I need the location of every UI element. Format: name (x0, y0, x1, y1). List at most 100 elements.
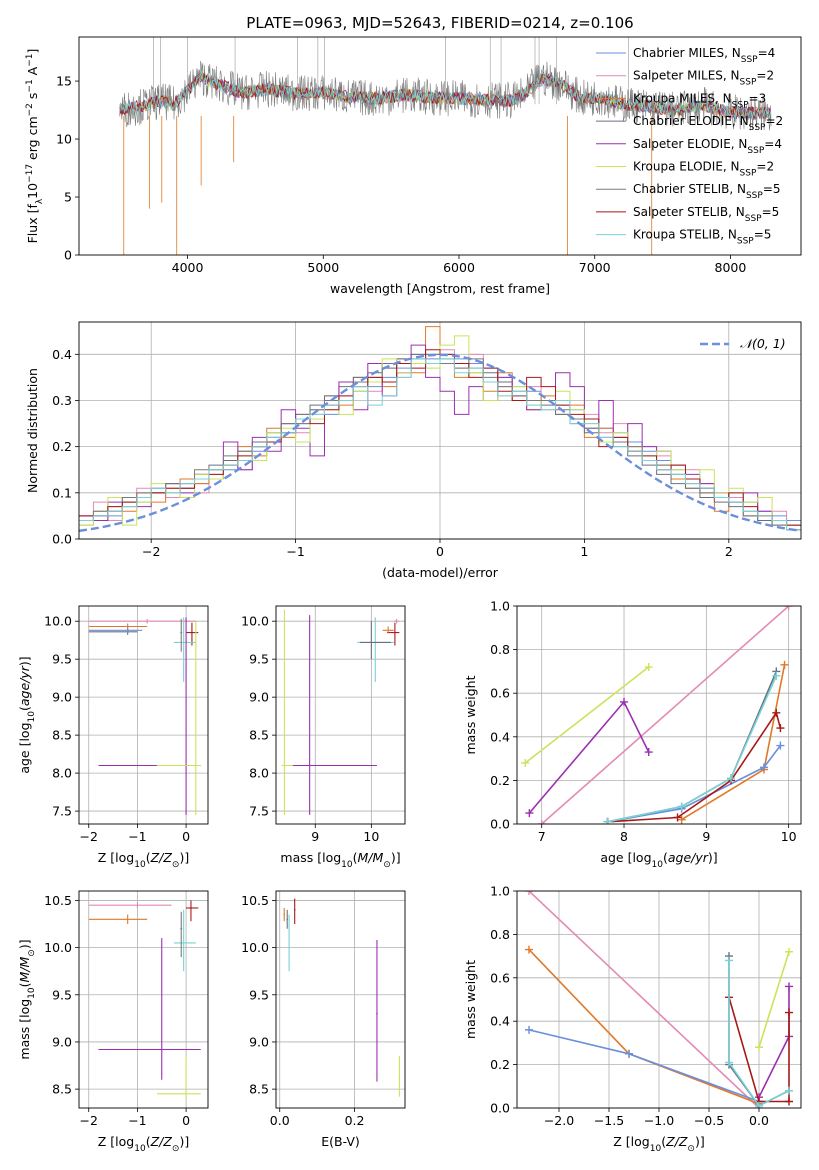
y-tick-label: 8.5 (52, 728, 72, 743)
chart-residuals: −2 −1 0 1 2 0.0 0.1 0.2 0.3 0.4 𝒩(0, 1) (data-model… (25, 321, 802, 580)
errorbar (393, 618, 400, 624)
weight-marker (677, 815, 686, 824)
legend-label: Kroupa MILES, NSSP=3 (633, 91, 766, 110)
y-tick-label: 10.5 (44, 893, 72, 908)
chart-massweight_vs_Z: −2.0 −1.5 −1.0 −0.5 0.0 0.0 0.2 0.4 0.6 0.8 1.0 Z [… (463, 884, 802, 1154)
plot-area (119, 37, 772, 255)
plot-area (88, 617, 201, 815)
weight-marker (537, 820, 546, 824)
errorbar (156, 621, 201, 815)
chart-mass_vs_ebv: 0.0 0.2 8.5 9.0 9.5 10.0 10.5 E(B-V) (241, 890, 406, 1149)
errorbar (360, 621, 391, 660)
x-tick-label: −2 (80, 1113, 98, 1128)
x-tick-label: −1 (128, 1113, 146, 1128)
weight-marker (785, 1008, 793, 1017)
x-tick-label: −2 (80, 829, 98, 844)
y-tick-label: 9.5 (249, 987, 269, 1002)
x-tick-label: 9 (702, 829, 710, 844)
y-tick-label: 9.5 (52, 987, 72, 1002)
histogram-step (79, 358, 801, 531)
y-tick-label: 0.2 (490, 1057, 510, 1072)
plot-area (521, 606, 793, 824)
weight-marker (785, 947, 793, 956)
weight-marker (521, 758, 530, 767)
plot-area (525, 891, 793, 1108)
weight-marker (603, 817, 612, 824)
weight-marker (785, 982, 793, 991)
weight-line (607, 710, 782, 823)
weight-line (607, 675, 778, 823)
normal-curve (79, 353, 801, 533)
errorbar (186, 900, 199, 922)
weight-marker (727, 774, 736, 783)
errorbar (288, 914, 290, 972)
weight-line (758, 986, 790, 1098)
y-tick-label: 8.5 (249, 728, 269, 743)
weight-line (728, 997, 790, 1103)
weight-marker (776, 724, 785, 733)
x-tick-label: 0.2 (345, 1113, 365, 1128)
legend-label: Salpeter STELIB, NSSP=5 (633, 205, 779, 224)
x-axis-label: (data-model)/error (382, 565, 499, 580)
axes-frame (78, 890, 209, 1109)
x-tick-label: 8000 (715, 260, 747, 275)
y-tick-label: 8.0 (52, 766, 72, 781)
y-axis-label: mass [log10(M/M⊙)] (17, 939, 37, 1059)
y-tick-label: 1.0 (490, 599, 510, 614)
chart-mass_vs_Z: −2 −1 0 8.5 9.0 9.5 10.0 10.5 Z [log10(Z/Z⊙)] mas… (17, 890, 209, 1154)
y-tick-label: 0.2 (490, 773, 510, 788)
chart-massweight_vs_age: 7 8 9 10 0.0 0.2 0.4 0.6 0.8 1.0 age [log10(age/yr… (463, 599, 802, 870)
x-tick-label: −1 (286, 544, 304, 559)
errorbar (98, 938, 201, 1080)
x-axis-label: E(B-V) (321, 1134, 360, 1149)
plot-area (283, 898, 401, 1097)
errorbar (286, 909, 288, 929)
errorbar (88, 623, 148, 630)
x-axis-label: Z [log10(Z/Z⊙)] (98, 850, 189, 870)
x-tick-label: 8 (620, 829, 628, 844)
axes-frame (275, 605, 406, 825)
x-axis-label: wavelength [Angstrom, rest frame] (330, 281, 550, 296)
y-tick-label: 10.0 (44, 614, 72, 629)
errorbar (180, 911, 183, 958)
y-tick-label: 1.0 (490, 884, 510, 899)
y-tick-label: 0.4 (490, 1014, 510, 1029)
x-tick-label: 5000 (307, 260, 339, 275)
y-tick-label: 0.4 (52, 347, 72, 362)
legend-label: Kroupa ELODIE, NSSP=2 (633, 160, 774, 179)
y-tick-label: 0.0 (52, 532, 72, 547)
y-tick-label: 0 (64, 248, 72, 263)
x-tick-label: 10 (363, 829, 379, 844)
x-tick-label: 0.0 (270, 1113, 290, 1128)
errorbar (88, 627, 143, 634)
plot-area (88, 900, 201, 1099)
y-tick-label: 10 (56, 132, 72, 147)
weight-marker (725, 1058, 733, 1067)
x-tick-label: 0 (182, 829, 190, 844)
weight-marker (525, 809, 534, 818)
y-tick-label: 0.6 (490, 686, 510, 701)
legend-label: 𝒩(0, 1) (740, 336, 786, 351)
y-tick-label: 0.0 (490, 817, 510, 832)
errorbar (398, 1056, 401, 1097)
x-tick-label: −2.0 (544, 1113, 574, 1128)
x-tick-label: 0 (436, 544, 444, 559)
weight-marker (780, 660, 789, 669)
x-tick-label: 7 (538, 829, 546, 844)
weight-marker (776, 741, 785, 750)
errorbar (283, 907, 285, 922)
x-tick-label: 2 (725, 544, 733, 559)
errorbar (88, 628, 138, 635)
errorbar (180, 618, 183, 652)
y-tick-label: 10.0 (44, 940, 72, 955)
weight-marker (759, 763, 768, 772)
y-axis-label: Normed distribution (25, 368, 40, 493)
weight-marker (772, 708, 781, 717)
x-tick-label: −1.0 (644, 1113, 674, 1128)
y-tick-label: 15 (56, 74, 72, 89)
weight-marker (785, 1097, 793, 1106)
y-axis-label: Flux [fλ10−17 erg cm−2 s−1 A−1] (25, 49, 45, 244)
errorbar (156, 1056, 201, 1099)
weight-line (728, 960, 790, 1107)
errorbar (281, 609, 307, 815)
